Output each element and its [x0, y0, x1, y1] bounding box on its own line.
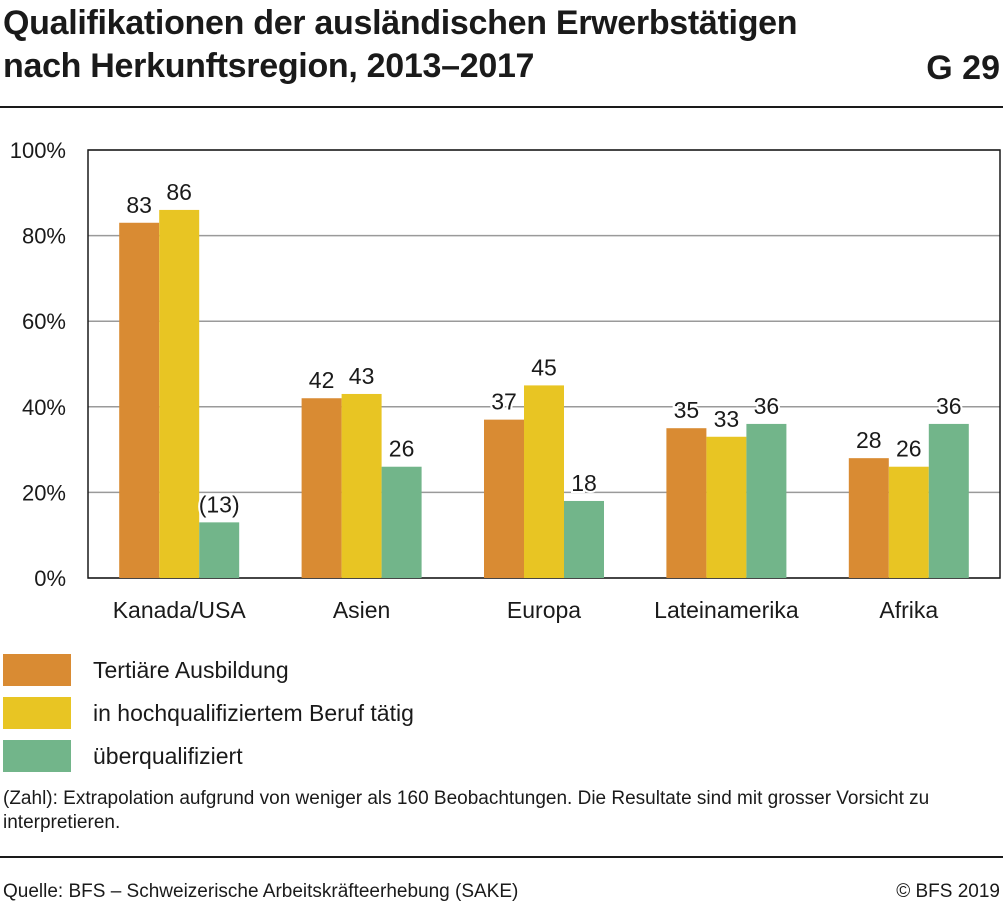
data-label-2-2: 43: [349, 363, 375, 389]
data-label-2-3: 45: [531, 354, 557, 380]
data-label-2-5: 26: [896, 436, 922, 462]
source-note: Quelle: BFS – Schweizerische Arbeitskräf…: [3, 881, 519, 902]
footnote: (Zahl): Extrapolation aufgrund von wenig…: [3, 788, 930, 833]
bar-chart: 0% 20% 40% 60% 80% 100% 83 86 (13) Kanada/USA 42 43…: [10, 138, 1001, 623]
data-label-3-4: 36: [754, 393, 780, 419]
data-label-3-2: 26: [389, 436, 415, 462]
y-tick-label-20: 20%: [22, 480, 66, 505]
legend-swatch-highly-qualified-job: [3, 697, 71, 729]
y-tick-label-60: 60%: [22, 309, 66, 334]
y-tick-label-0: 0%: [34, 566, 66, 591]
bar-3-4: [746, 423, 787, 578]
bar-1-3: [484, 419, 524, 578]
bar-3-5: [928, 423, 969, 578]
copyright: © BFS 2019: [896, 881, 1000, 902]
graphic-number: G 29: [926, 49, 1000, 87]
chart-title: Qualifikationen der ausländischen Erwerb…: [3, 2, 903, 88]
x-tick-label-2: Asien: [333, 597, 391, 623]
y-tick-label-80: 80%: [22, 224, 66, 249]
bar-3-2: [381, 466, 422, 578]
chart-title-line-1: Qualifikationen der ausländischen Erwerb…: [3, 4, 798, 42]
data-label-1-5: 28: [856, 427, 882, 453]
bar-1-5: [848, 458, 889, 578]
y-tick-label-40: 40%: [22, 395, 66, 420]
bar-2-5: [888, 466, 929, 578]
bar-3-1: [199, 522, 240, 578]
y-tick-label-100: 100%: [10, 138, 66, 163]
footer-divider: [0, 856, 1003, 858]
bar-1-2: [301, 398, 342, 578]
bar-1-4: [666, 428, 707, 578]
data-label-1-1: 83: [126, 192, 152, 218]
data-label-3-5: 36: [936, 393, 962, 419]
bar-2-1: [159, 209, 200, 579]
title-divider: [0, 106, 1003, 108]
data-label-3-1: (13): [199, 491, 240, 517]
bar-1-1: [119, 222, 160, 578]
legend-swatch-overqualified: [3, 740, 71, 772]
x-tick-label-3: Europa: [507, 597, 581, 623]
bar-2-3: [524, 385, 564, 578]
data-label-2-1: 86: [166, 179, 192, 205]
legend-label-highly-qualified-job: in hochqualifiziertem Beruf tätig: [93, 700, 414, 726]
bar-2-4: [706, 436, 747, 578]
legend-label-tertiary: Tertiäre Ausbildung: [93, 657, 289, 683]
bar-3-3: [564, 500, 604, 578]
data-label-1-4: 35: [674, 397, 700, 423]
x-tick-label-4: Lateinamerika: [654, 597, 799, 623]
data-label-1-3: 37: [491, 389, 517, 415]
x-tick-label-1: Kanada/USA: [113, 597, 247, 623]
legend-swatch-tertiary: [3, 654, 71, 686]
data-label-2-4: 33: [714, 406, 740, 432]
legend-label-overqualified: überqualifiziert: [93, 743, 243, 769]
bar-2-2: [341, 393, 382, 578]
data-label-3-3: 18: [571, 470, 597, 496]
chart-title-line-2: nach Herkunftsregion, 2013–2017: [3, 47, 535, 85]
data-label-1-2: 42: [309, 367, 335, 393]
x-tick-label-5: Afrika: [879, 597, 938, 623]
